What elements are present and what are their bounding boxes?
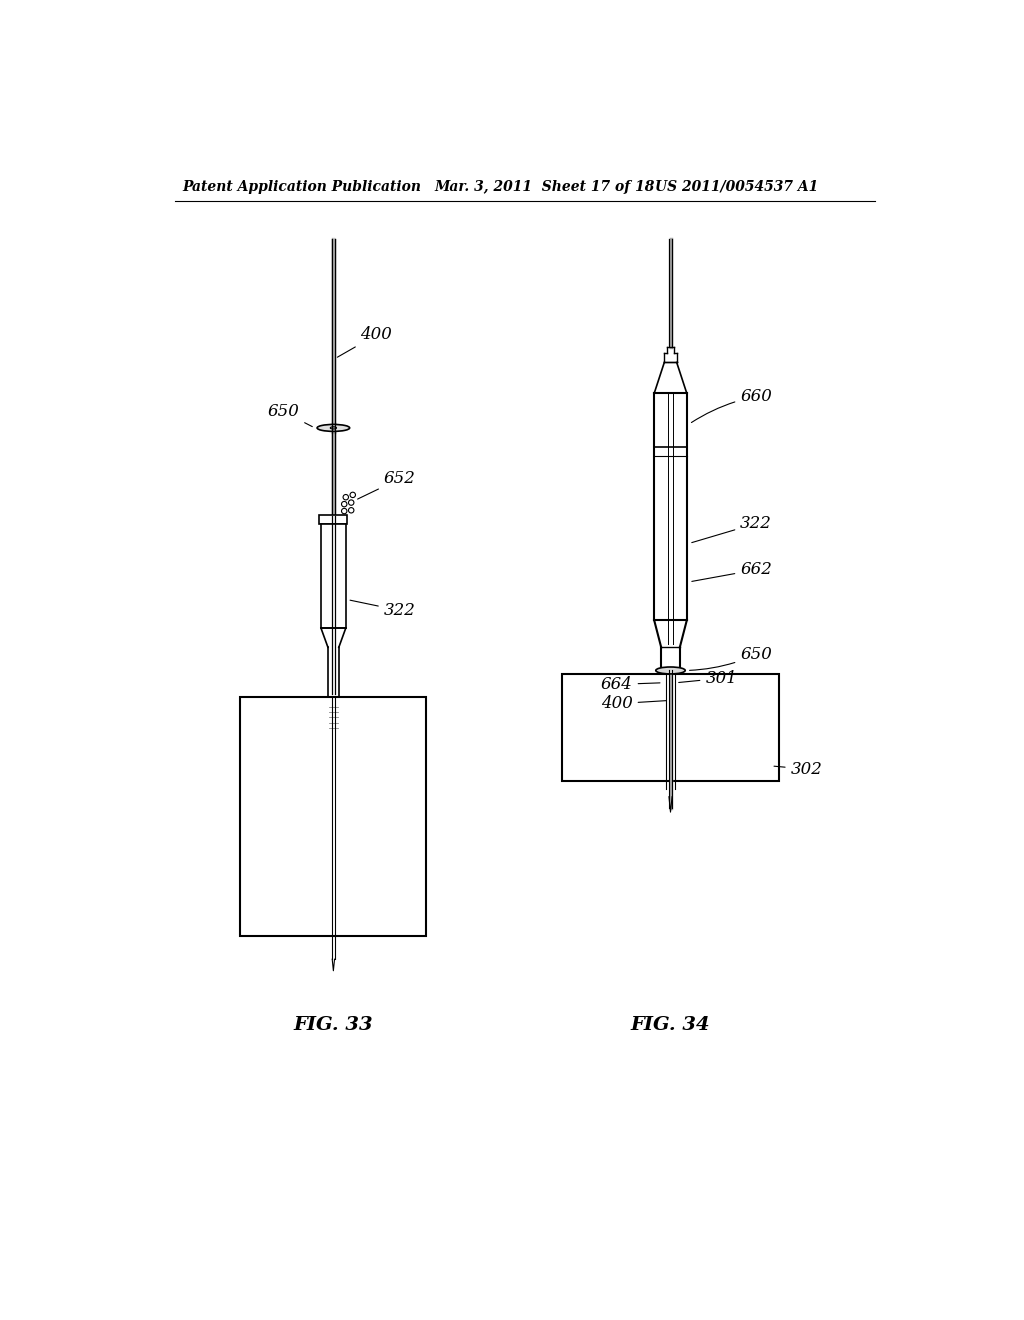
Text: 650: 650 xyxy=(267,404,312,426)
Circle shape xyxy=(348,500,354,506)
Text: FIG. 34: FIG. 34 xyxy=(631,1015,711,1034)
Bar xyxy=(321,524,346,628)
Bar xyxy=(241,697,426,936)
Text: 322: 322 xyxy=(350,601,416,619)
Text: Patent Application Publication: Patent Application Publication xyxy=(182,180,421,194)
Ellipse shape xyxy=(655,667,685,675)
Circle shape xyxy=(342,502,347,507)
Circle shape xyxy=(343,495,348,500)
Circle shape xyxy=(350,492,355,498)
Bar xyxy=(562,673,779,781)
Circle shape xyxy=(342,508,347,513)
Text: US 2011/0054537 A1: US 2011/0054537 A1 xyxy=(655,180,818,194)
Text: 660: 660 xyxy=(691,388,772,422)
Text: FIG. 33: FIG. 33 xyxy=(294,1015,373,1034)
Ellipse shape xyxy=(317,425,349,432)
Text: 302: 302 xyxy=(774,760,822,777)
Text: 400: 400 xyxy=(601,696,667,713)
Ellipse shape xyxy=(331,426,337,429)
Text: 664: 664 xyxy=(601,676,660,693)
Text: 650: 650 xyxy=(689,645,772,671)
Text: 322: 322 xyxy=(692,515,772,543)
Circle shape xyxy=(348,508,354,513)
Text: 662: 662 xyxy=(692,561,772,581)
Text: 301: 301 xyxy=(679,669,737,686)
Bar xyxy=(319,515,347,524)
Text: 400: 400 xyxy=(337,326,392,358)
Text: Mar. 3, 2011  Sheet 17 of 18: Mar. 3, 2011 Sheet 17 of 18 xyxy=(434,180,654,194)
Text: 652: 652 xyxy=(357,470,416,499)
